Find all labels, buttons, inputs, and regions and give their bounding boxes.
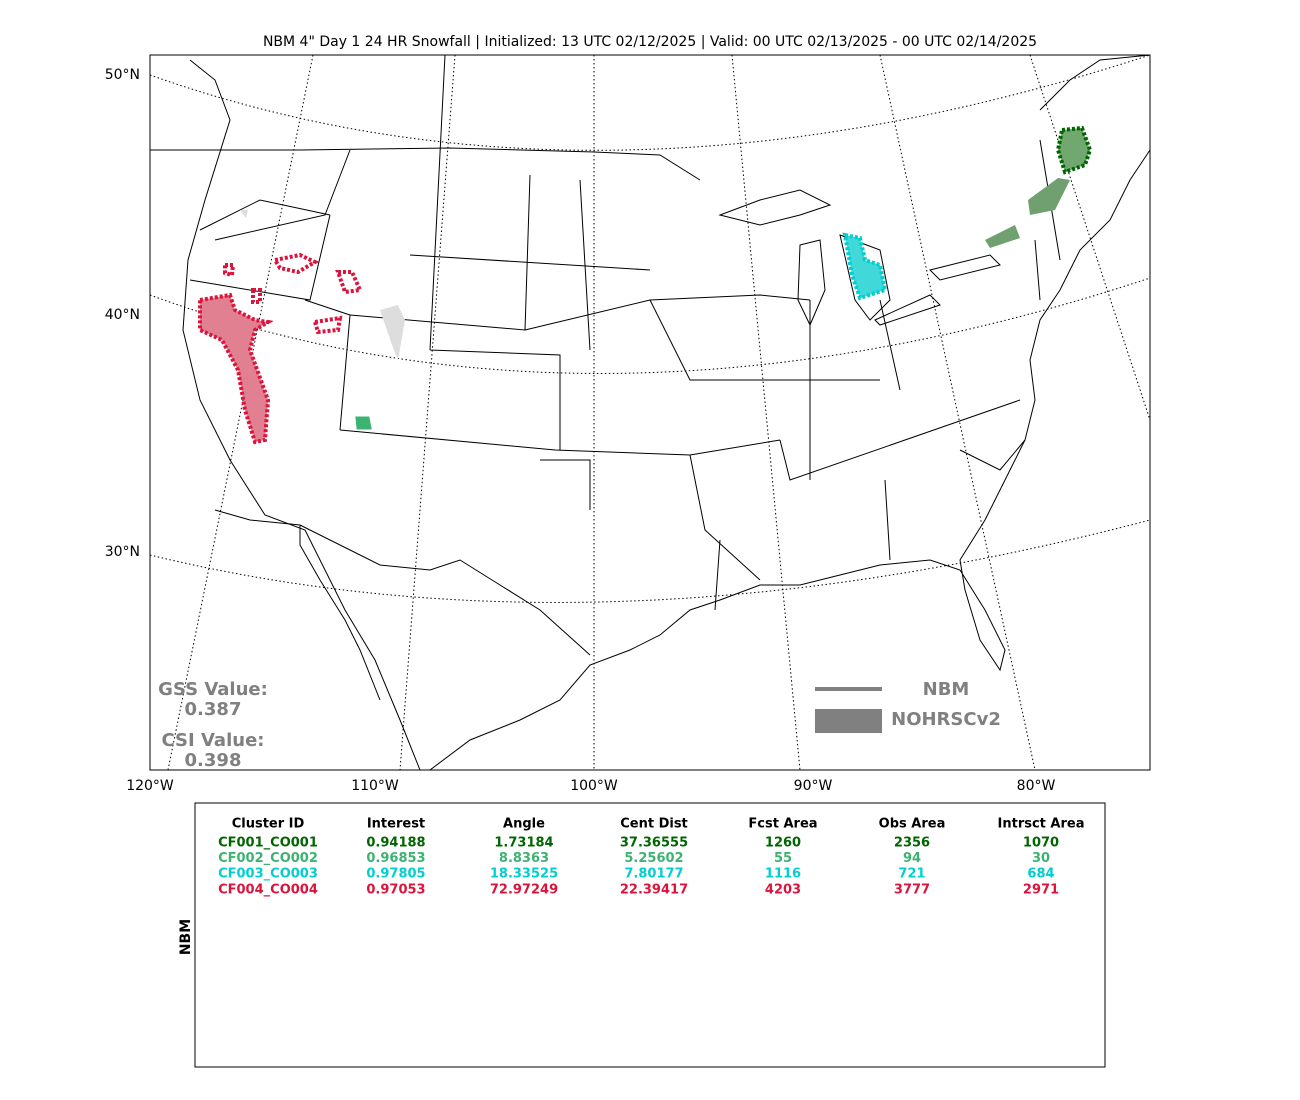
table-cell: CF002_CO002: [218, 851, 318, 866]
lat-label: 50°N: [105, 67, 140, 83]
state-borders: [189, 55, 1061, 611]
table-cell: 7.80177: [624, 867, 683, 882]
parallel-30: [150, 519, 1150, 603]
lon-label: 90°W: [794, 778, 833, 794]
legend-swatch: [815, 709, 882, 733]
table-cell: 0.97053: [366, 882, 425, 897]
table-cell: 4203: [765, 882, 801, 897]
table-cell: 3777: [894, 882, 930, 897]
table-header: Fcst Area: [748, 817, 817, 832]
table-cell: 0.97805: [366, 867, 425, 882]
gss-label: GSS Value:: [158, 679, 268, 700]
table-cell: 55: [774, 851, 792, 866]
table-cell: 721: [898, 867, 925, 882]
table-cell: 1116: [765, 867, 801, 882]
csi-value: 0.398: [185, 750, 242, 771]
lon-label: 80°W: [1017, 778, 1056, 794]
table-cell: 37.36555: [620, 836, 688, 851]
objects: [198, 125, 1093, 445]
table-cell: CF004_CO004: [218, 882, 318, 897]
table-header: Interest: [367, 817, 425, 832]
table-header: Cent Dist: [620, 817, 688, 832]
coastline: [182, 55, 1150, 770]
table-cell: 72.97249: [490, 882, 558, 897]
cluster-cyan: [842, 232, 888, 301]
table-cell: 2971: [1023, 882, 1059, 897]
lon-label: 100°W: [570, 778, 618, 794]
lat-label: 30°N: [105, 544, 140, 560]
table-cell: 2356: [894, 836, 930, 851]
obs-area: [985, 178, 1070, 248]
cluster-red: [223, 252, 363, 335]
lat-label: 40°N: [105, 307, 140, 323]
table-cell: CF001_CO001: [218, 836, 318, 851]
map-frame: [149, 54, 1151, 771]
table-cell: 22.39417: [620, 882, 688, 897]
legend-label: NBM: [923, 679, 970, 700]
table-frame: [194, 802, 1106, 1068]
table-cell: 8.8363: [499, 851, 549, 866]
legend-label: NOHRSCv2: [891, 709, 1001, 730]
table-cell: 0.96853: [366, 851, 425, 866]
stats-table: NBM Cluster ID Interest Angle Cent Dist Fcst…: [178, 802, 1106, 1068]
table-header: Obs Area: [879, 817, 946, 832]
great-lakes: [718, 189, 1001, 327]
map: 50°N 40°N 30°N 120°W 110°W 100°W 90°W 80…: [105, 54, 1151, 794]
parallel-40: [150, 277, 1150, 374]
table-cell: 1070: [1023, 836, 1059, 851]
cluster-darkgreen: [1055, 125, 1093, 175]
csi-label: CSI Value:: [162, 730, 265, 751]
meridian: [167, 55, 1150, 770]
cluster-red: [198, 292, 274, 445]
table-cell: 30: [1032, 851, 1050, 866]
table-cell: 5.25602: [624, 851, 683, 866]
map-title: NBM 4" Day 1 24 HR Snowfall | Initialize…: [263, 34, 1037, 50]
table-cell: CF003_CO003: [218, 867, 318, 882]
table-cell: 18.33525: [490, 867, 558, 882]
table-cell: 1260: [765, 836, 801, 851]
table-cell: 94: [903, 851, 921, 866]
table-header: Cluster ID: [232, 817, 305, 832]
table-cell: 684: [1027, 867, 1054, 882]
country-border: [150, 147, 701, 656]
table-header: Intrsct Area: [998, 817, 1085, 832]
lon-label: 120°W: [126, 778, 174, 794]
table-header: Angle: [503, 817, 545, 832]
table-side-label: NBM: [178, 919, 194, 955]
table-cell: 1.73184: [494, 836, 553, 851]
lon-label: 110°W: [351, 778, 399, 794]
cluster-green: [355, 416, 372, 430]
gss-value: 0.387: [185, 699, 242, 720]
table-cell: 0.94188: [366, 836, 425, 851]
